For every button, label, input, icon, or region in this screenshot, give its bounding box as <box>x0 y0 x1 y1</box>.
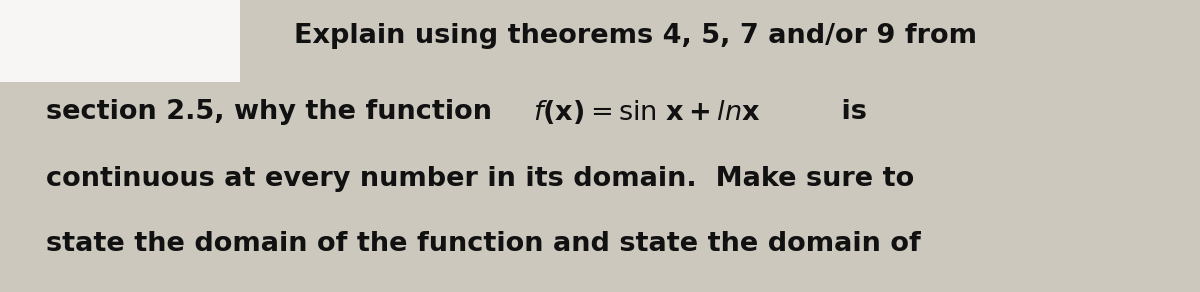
Text: continuous at every number in its domain.  Make sure to: continuous at every number in its domain… <box>46 166 914 192</box>
Text: is: is <box>832 99 866 125</box>
Text: Explain using theorems 4, 5, 7 and/or 9 from: Explain using theorems 4, 5, 7 and/or 9 … <box>294 23 977 49</box>
Text: $\mathbf{\mathit{f}(x)} = \mathbf{\sin\,x + \mathit{ln}x}$: $\mathbf{\mathit{f}(x)} = \mathbf{\sin\,… <box>533 98 761 126</box>
Bar <box>0 0 240 82</box>
Text: state the domain of the function and state the domain of: state the domain of the function and sta… <box>46 231 920 257</box>
Text: section 2.5, why the function: section 2.5, why the function <box>46 99 502 125</box>
